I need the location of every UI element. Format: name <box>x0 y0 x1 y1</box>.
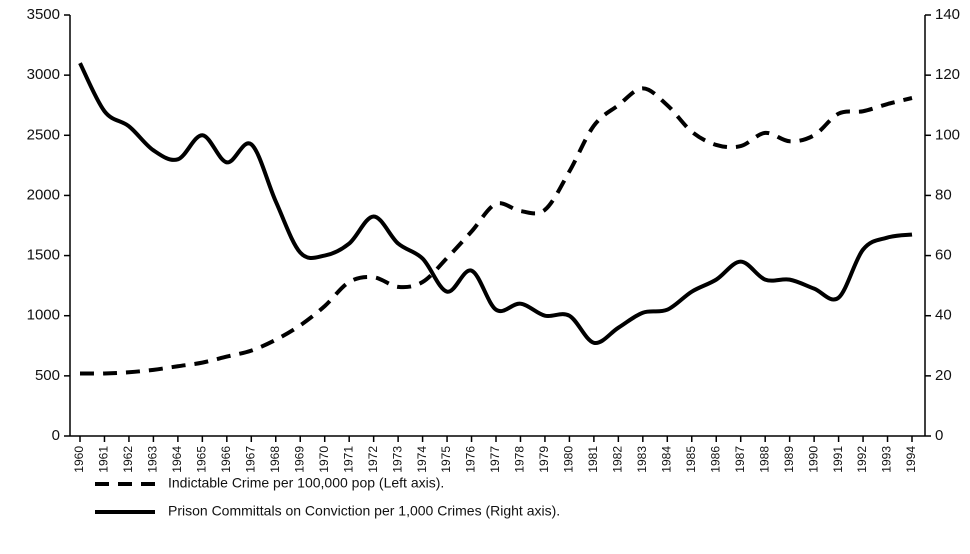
x-tick-label: 1987 <box>733 446 747 473</box>
x-tick-label: 1993 <box>880 446 894 473</box>
x-tick-label: 1988 <box>757 446 771 473</box>
x-tick-label: 1963 <box>146 446 160 473</box>
x-tick-label: 1991 <box>831 446 845 473</box>
y-tick-label: 2000 <box>27 186 60 203</box>
legend-label: Prison Committals on Conviction per 1,00… <box>168 503 560 519</box>
y2-tick-label: 140 <box>935 6 960 23</box>
series-line <box>79 86 913 376</box>
y2-tick-label: 60 <box>935 247 952 264</box>
y-tick-label: 0 <box>52 427 60 444</box>
x-tick-label: 1992 <box>855 446 869 473</box>
y2-tick-label: 120 <box>935 66 960 83</box>
x-tick-label: 1983 <box>635 446 649 473</box>
x-tick-label: 1984 <box>659 446 673 473</box>
y-tick-label: 1000 <box>27 307 60 324</box>
x-tick-label: 1976 <box>464 446 478 473</box>
x-tick-label: 1968 <box>268 446 282 473</box>
x-tick-label: 1989 <box>782 446 796 473</box>
series-line <box>78 62 913 345</box>
x-tick-label: 1978 <box>513 446 527 473</box>
x-tick-label: 1969 <box>292 446 306 473</box>
x-tick-label: 1971 <box>341 446 355 473</box>
x-tick-label: 1977 <box>488 446 502 473</box>
x-tick-label: 1966 <box>219 446 233 473</box>
x-tick-label: 1981 <box>586 446 600 473</box>
x-tick-label: 1973 <box>390 446 404 473</box>
x-tick-label: 1982 <box>611 446 625 473</box>
x-tick-label: 1960 <box>72 446 86 473</box>
x-tick-label: 1975 <box>439 446 453 473</box>
legend-label: Indictable Crime per 100,000 pop (Left a… <box>168 475 444 491</box>
x-tick-label: 1962 <box>121 446 135 473</box>
y-tick-label: 1500 <box>27 247 60 264</box>
x-tick-label: 1994 <box>904 446 918 473</box>
x-tick-label: 1972 <box>366 446 380 473</box>
x-tick-label: 1990 <box>806 446 820 473</box>
x-tick-label: 1967 <box>243 446 257 473</box>
y2-tick-label: 0 <box>935 427 943 444</box>
y2-tick-label: 80 <box>935 186 952 203</box>
y2-tick-label: 40 <box>935 307 952 324</box>
x-tick-label: 1964 <box>170 446 184 473</box>
y2-tick-label: 20 <box>935 367 952 384</box>
x-tick-label: 1985 <box>684 446 698 473</box>
x-tick-label: 1980 <box>562 446 576 473</box>
x-tick-label: 1979 <box>537 446 551 473</box>
y-tick-label: 3500 <box>27 6 60 23</box>
y-tick-label: 500 <box>35 367 60 384</box>
y-tick-label: 2500 <box>27 126 60 143</box>
y2-tick-label: 100 <box>935 126 960 143</box>
x-tick-label: 1974 <box>415 446 429 473</box>
y-tick-label: 3000 <box>27 66 60 83</box>
x-tick-label: 1965 <box>195 446 209 473</box>
x-tick-label: 1970 <box>317 446 331 473</box>
x-tick-label: 1961 <box>97 446 111 473</box>
x-tick-label: 1986 <box>708 446 722 473</box>
